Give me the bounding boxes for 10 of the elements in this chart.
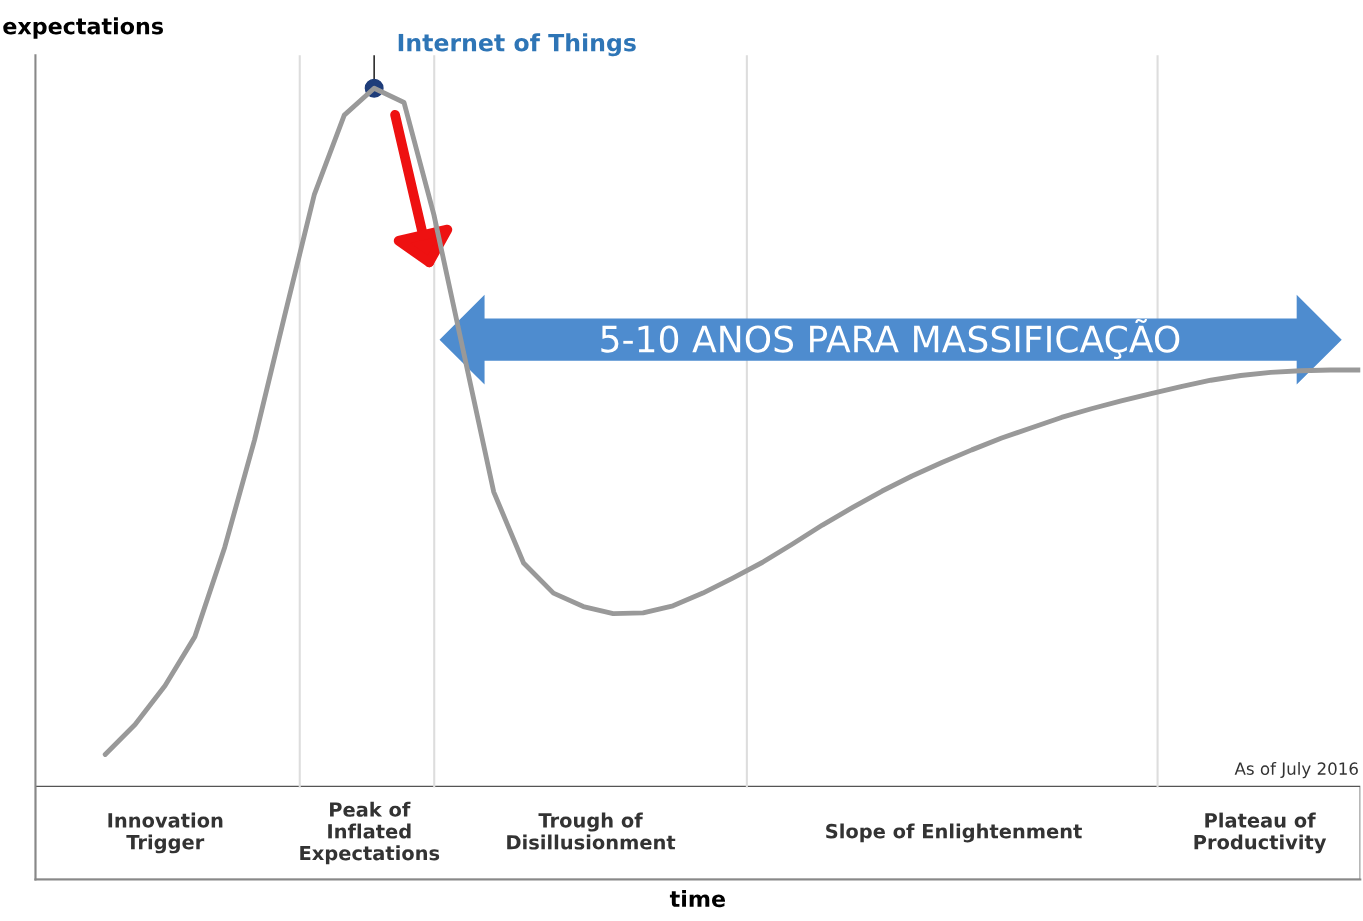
annotation: Innovation Trigger: [108, 812, 223, 854]
y-axis-title: expectations: [3, 17, 163, 39]
text: Internet of Things: [398, 33, 636, 57]
annotation: As of July 2016: [1234, 762, 1358, 779]
annotation: Peak of Inflated Expectations: [300, 801, 440, 865]
x-axis-title: time: [669, 889, 726, 908]
annotation: Trough of Disillusionment: [507, 812, 676, 850]
annotation: 5-10 ANOS PARA MASSIFICAÇÃO: [601, 319, 1180, 360]
annotation: Slope of Enlightenment: [826, 823, 1082, 843]
annotation: Plateau of Productivity: [1194, 812, 1327, 854]
